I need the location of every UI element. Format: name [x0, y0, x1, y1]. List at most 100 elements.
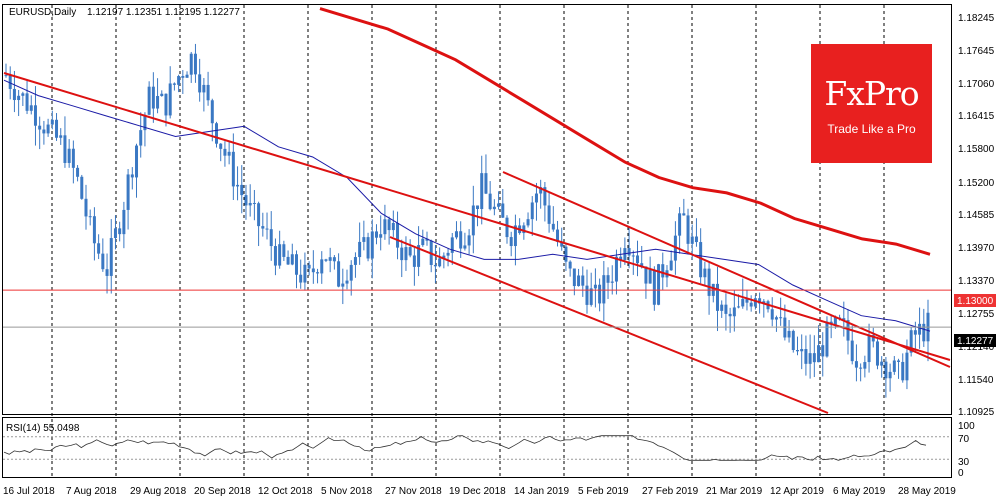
- candle-body: [425, 238, 429, 241]
- candle-body: [147, 86, 151, 115]
- candle-body: [560, 241, 564, 247]
- candle-body: [564, 246, 568, 262]
- candle-body: [492, 206, 496, 210]
- candle-body: [703, 268, 707, 278]
- rsi-label: RSI(14) 55.0498: [6, 423, 80, 434]
- candle-body: [236, 184, 240, 187]
- candle-body: [160, 93, 164, 96]
- candle-body: [63, 135, 67, 163]
- candle-body: [46, 124, 50, 134]
- candle-body: [534, 193, 538, 203]
- channel-mid-line: [502, 171, 951, 368]
- candle-body: [311, 268, 315, 273]
- candle-body: [817, 345, 821, 363]
- candle-body: [21, 93, 25, 96]
- price-tick: 1.13970: [958, 243, 995, 254]
- rsi-tick: 30: [958, 457, 970, 468]
- candle-body: [787, 330, 791, 338]
- logo-tagline: Trade Like a Pro: [827, 122, 916, 136]
- candle-body: [631, 255, 635, 257]
- candle-body: [715, 283, 719, 311]
- candle-body: [905, 352, 909, 381]
- price-tick: 1.14585: [958, 210, 995, 221]
- candle-body: [76, 167, 80, 177]
- candle-body: [795, 350, 799, 352]
- candle-body: [800, 349, 804, 352]
- candle-body: [859, 367, 863, 369]
- candle-body: [720, 304, 724, 311]
- candle-body: [265, 228, 269, 230]
- candle-body: [337, 261, 341, 287]
- price-tick: 1.17060: [958, 79, 995, 90]
- current-price-marker-bg: [954, 334, 996, 347]
- fxpro-logo: FxPro Trade Like a Pro: [811, 44, 932, 163]
- candle-body: [126, 174, 130, 210]
- candle-body: [513, 225, 517, 247]
- candle-body: [850, 340, 854, 362]
- rsi-line: [3, 435, 927, 461]
- candle-body: [614, 256, 618, 282]
- candle-body: [488, 193, 492, 210]
- time-label: 7 Aug 2018: [66, 486, 117, 497]
- overlay-lines: [3, 7, 951, 414]
- resistance-marker-label: 1.13000: [957, 296, 994, 307]
- time-label: 27 Feb 2019: [642, 486, 699, 497]
- candle-body: [749, 302, 753, 307]
- candle-body: [593, 284, 597, 289]
- candle-body: [286, 256, 290, 265]
- price-tick: 1.16415: [958, 111, 995, 122]
- candle-body: [12, 88, 16, 101]
- candle-body: [391, 223, 395, 231]
- candle-body: [172, 83, 176, 85]
- candle-body: [181, 76, 185, 78]
- candle-body: [130, 174, 134, 178]
- candle-body: [324, 259, 328, 261]
- rsi-tick: 70: [958, 434, 970, 445]
- symbol-label: EURUSD,Daily: [9, 7, 76, 18]
- candle-body: [316, 272, 320, 274]
- candle-body: [143, 114, 147, 131]
- time-label: 29 Aug 2018: [130, 486, 187, 497]
- candle-body: [854, 361, 858, 368]
- candle-body: [353, 257, 357, 265]
- candle-body: [50, 119, 54, 125]
- candle-body: [202, 84, 206, 93]
- candle-body: [762, 301, 766, 304]
- candle-body: [690, 236, 694, 244]
- candle-body: [345, 280, 349, 284]
- candle-body: [568, 261, 572, 269]
- candle-body: [741, 298, 745, 307]
- candle-body: [4, 75, 8, 77]
- candle-body: [177, 76, 181, 85]
- rsi-tick: 100: [958, 421, 975, 432]
- current-price-marker-label: 1.12277: [957, 336, 994, 347]
- time-label: 21 Mar 2019: [706, 486, 763, 497]
- candle-body: [139, 130, 143, 146]
- channel-upper-line: [3, 72, 951, 361]
- rsi-layer: [3, 435, 951, 461]
- ohlc-readout: 1.12197 1.12351 1.12195 1.12277: [87, 7, 240, 18]
- candle-body: [556, 229, 560, 242]
- candle-body: [206, 84, 210, 101]
- candle-body: [821, 345, 825, 357]
- candle-body: [480, 173, 484, 209]
- candle-body: [299, 274, 303, 283]
- candle-body: [33, 105, 37, 126]
- candle-body: [80, 176, 84, 199]
- candle-body: [808, 353, 812, 364]
- candle-body: [257, 203, 261, 227]
- candle-body: [737, 306, 741, 308]
- candle-body: [252, 202, 256, 204]
- candle-body: [59, 135, 63, 138]
- candle-body: [652, 269, 656, 305]
- candle-body: [282, 244, 286, 257]
- candle-body: [332, 257, 336, 262]
- candle-body: [779, 317, 783, 319]
- candle-body: [135, 145, 139, 178]
- time-label: 6 May 2019: [833, 486, 886, 497]
- candle-body: [433, 264, 437, 267]
- candle-body: [227, 151, 231, 156]
- rsi-axis: 100 70 30 0: [958, 421, 975, 479]
